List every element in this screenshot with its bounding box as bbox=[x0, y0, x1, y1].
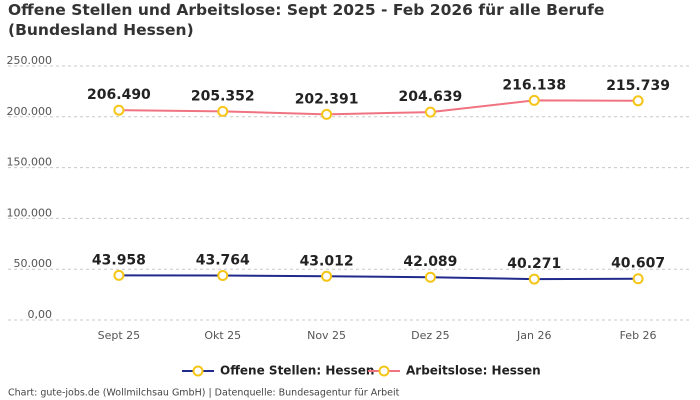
legend-marker bbox=[378, 365, 390, 377]
x-tick-label: Feb 26 bbox=[620, 329, 657, 342]
series-line bbox=[118, 274, 639, 281]
x-tick-label: Dez 25 bbox=[411, 329, 450, 342]
y-tick-label: 50.000 bbox=[14, 257, 53, 270]
value-label: 206.490 bbox=[87, 87, 151, 103]
value-label: 42.089 bbox=[403, 254, 457, 270]
value-label: 43.958 bbox=[92, 252, 146, 268]
x-tick-label: Okt 25 bbox=[204, 329, 241, 342]
marker bbox=[632, 273, 644, 285]
marker bbox=[424, 271, 436, 283]
y-tick-label: 0,00 bbox=[28, 308, 53, 321]
legend-marker bbox=[192, 365, 204, 377]
marker bbox=[217, 270, 229, 282]
marker bbox=[113, 104, 125, 116]
value-label: 43.012 bbox=[300, 253, 354, 269]
x-tick-label: Nov 25 bbox=[307, 329, 346, 342]
marker bbox=[113, 269, 125, 281]
series-line bbox=[118, 99, 639, 116]
legend-label: Offene Stellen: Hessen bbox=[220, 364, 374, 378]
y-tick-label: 250.000 bbox=[7, 54, 53, 67]
marker bbox=[528, 273, 540, 285]
value-label: 215.739 bbox=[606, 78, 670, 94]
marker bbox=[321, 108, 333, 120]
marker bbox=[217, 105, 229, 117]
value-label: 40.607 bbox=[611, 256, 665, 272]
value-label: 204.639 bbox=[399, 89, 463, 105]
y-tick-label: 100.000 bbox=[7, 206, 53, 219]
y-tick-label: 200.000 bbox=[7, 105, 53, 118]
marker bbox=[632, 95, 644, 107]
legend-label: Arbeitslose: Hessen bbox=[406, 364, 541, 378]
x-tick-label: Jan 26 bbox=[516, 329, 551, 342]
value-label: 205.352 bbox=[191, 88, 255, 104]
y-tick-label: 150.000 bbox=[7, 156, 53, 169]
source: Chart: gute-jobs.de (Wollmilchsau GmbH) … bbox=[8, 388, 400, 399]
value-label: 43.764 bbox=[196, 253, 250, 269]
x-tick-label: Sept 25 bbox=[98, 329, 141, 342]
value-label: 216.138 bbox=[502, 77, 566, 93]
value-label: 202.391 bbox=[295, 91, 359, 107]
chart-title: Offene Stellen und Arbeitslose: Sept 202… bbox=[8, 1, 605, 39]
marker bbox=[321, 270, 333, 282]
value-label: 40.271 bbox=[507, 256, 561, 272]
marker bbox=[424, 106, 436, 118]
marker bbox=[528, 94, 540, 106]
